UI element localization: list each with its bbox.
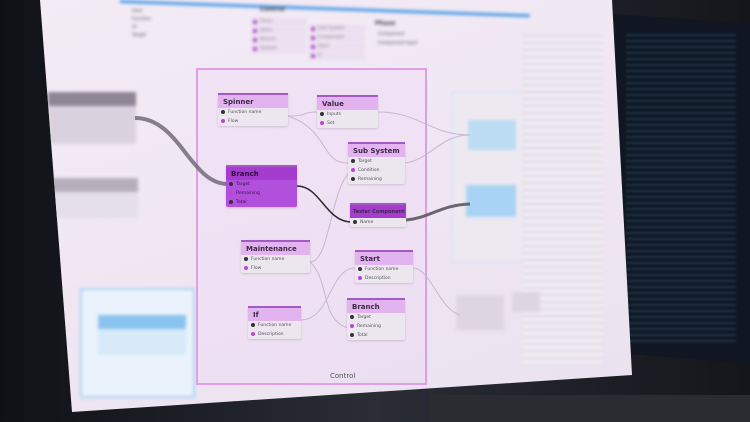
code-view <box>626 34 736 344</box>
port[interactable]: Description <box>355 274 413 283</box>
port[interactable]: Flow <box>218 117 288 126</box>
port[interactable]: Remaining <box>347 322 405 331</box>
port[interactable]: Target <box>347 313 405 322</box>
phase-item[interactable]: Component <box>378 32 405 37</box>
port[interactable]: Set <box>317 119 378 128</box>
node-spinner[interactable]: Spinner Function name Flow <box>218 93 288 126</box>
connection <box>412 267 461 316</box>
node-maintenance[interactable]: Maintenance Function name Flow <box>241 240 310 273</box>
connection <box>309 171 351 263</box>
control-item[interactable]: Value <box>252 27 307 35</box>
port[interactable]: Remaining <box>226 189 297 198</box>
port[interactable]: Total <box>226 198 297 207</box>
port[interactable]: Function name <box>355 265 413 274</box>
control-item[interactable]: System <box>252 45 307 53</box>
left-item[interactable]: Function <box>132 17 152 22</box>
connection-active <box>296 185 351 223</box>
connection <box>287 115 351 164</box>
node-title: Branch <box>347 298 405 313</box>
control-item[interactable]: Branch <box>252 36 307 44</box>
node-sub-system[interactable]: Sub System Target Condition Remaining <box>348 142 405 184</box>
connection-active <box>405 202 471 222</box>
connection <box>300 267 356 321</box>
blurred-node[interactable] <box>98 315 186 355</box>
control-item[interactable]: Sub System <box>310 25 365 33</box>
port[interactable]: Inputs <box>317 110 378 119</box>
node-title: If <box>248 306 301 321</box>
node-branch-selected[interactable]: Branch Target Remaining Total <box>226 165 297 207</box>
toolbar: Control Timer Value Branch System Sub Sy… <box>119 0 610 60</box>
node-branch[interactable]: Branch Target Remaining Total <box>347 298 405 340</box>
port[interactable]: Remaining <box>348 175 405 184</box>
port[interactable]: Name <box>350 218 406 227</box>
port[interactable]: Target <box>348 157 405 166</box>
blurred-node[interactable] <box>456 295 504 330</box>
blurred-node[interactable] <box>512 292 540 312</box>
node-title: Maintenance <box>241 240 310 255</box>
port[interactable]: Function name <box>241 255 310 264</box>
phase-title: Phase <box>375 20 396 27</box>
left-item[interactable]: Host <box>132 9 143 14</box>
port[interactable]: Flow <box>241 264 310 273</box>
node-title: Start <box>355 250 413 265</box>
blurred-node[interactable] <box>48 92 136 144</box>
group-label: Control <box>330 372 356 380</box>
node-title: Spinner <box>218 93 288 108</box>
port[interactable]: Function name <box>248 321 301 330</box>
port[interactable]: Function name <box>218 108 288 117</box>
port[interactable]: Condition <box>348 166 405 175</box>
blurred-node[interactable] <box>466 185 516 217</box>
node-tester-component[interactable]: Tester Component Name <box>350 203 406 227</box>
left-item[interactable]: Target <box>132 33 146 38</box>
port[interactable]: Target <box>226 180 297 189</box>
control-item[interactable]: Component <box>310 34 365 42</box>
node-start[interactable]: Start Function name Description <box>355 250 413 283</box>
connection <box>404 134 471 164</box>
control-title: Control <box>260 6 285 13</box>
blurred-node[interactable] <box>50 178 138 218</box>
node-if[interactable]: If Function name Description <box>248 306 301 339</box>
port[interactable]: Total <box>347 331 405 340</box>
left-item[interactable]: UI <box>132 25 137 30</box>
blurred-node[interactable] <box>468 120 516 150</box>
node-title: Branch <box>226 165 297 180</box>
node-title: Value <box>317 95 378 110</box>
connection <box>377 111 471 136</box>
node-value[interactable]: Value Inputs Set <box>317 95 378 128</box>
secondary-monitor <box>614 14 750 364</box>
control-item[interactable]: Start <box>310 43 365 51</box>
desk <box>430 395 750 422</box>
connection-active <box>134 116 229 186</box>
control-item[interactable]: Timer <box>252 18 307 26</box>
port[interactable]: Description <box>248 330 301 339</box>
connection <box>287 111 319 117</box>
control-item[interactable]: If <box>310 52 365 60</box>
node-title: Sub System <box>348 142 405 157</box>
node-title: Tester Component <box>350 203 406 218</box>
connection <box>309 261 349 329</box>
phase-item[interactable]: Component Input <box>378 41 418 46</box>
